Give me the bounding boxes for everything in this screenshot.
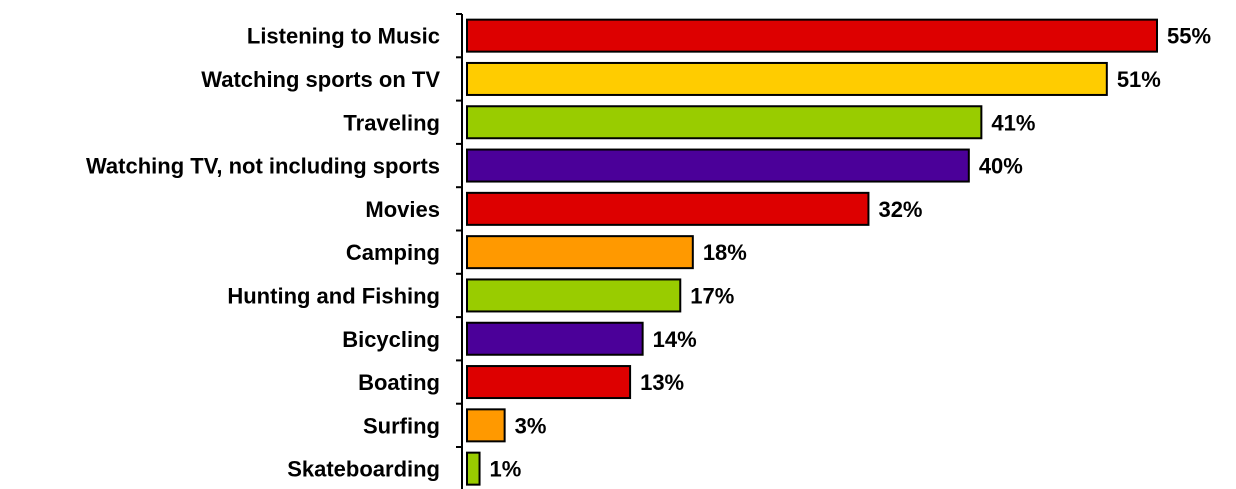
bar-watching-sports-on-tv <box>467 63 1107 95</box>
value-label-movies: 32% <box>878 197 922 222</box>
category-label-movies: Movies <box>365 197 440 222</box>
category-label-watching-sports-on-tv: Watching sports on TV <box>201 67 440 92</box>
category-label-surfing: Surfing <box>363 413 440 438</box>
category-label-camping: Camping <box>346 240 440 265</box>
category-label-bicycling: Bicycling <box>342 327 440 352</box>
bar-hunting-and-fishing <box>467 279 680 311</box>
bar-surfing <box>467 409 505 441</box>
value-label-boating: 13% <box>640 370 684 395</box>
value-label-camping: 18% <box>703 240 747 265</box>
value-label-surfing: 3% <box>515 413 547 438</box>
value-label-watching-tv-not-including-sports: 40% <box>979 154 1023 179</box>
value-label-listening-to-music: 55% <box>1167 24 1211 49</box>
value-label-skateboarding: 1% <box>490 457 522 482</box>
axis-group <box>456 14 462 489</box>
bar-listening-to-music <box>467 20 1157 52</box>
category-label-hunting-and-fishing: Hunting and Fishing <box>227 283 440 308</box>
value-label-hunting-and-fishing: 17% <box>690 283 734 308</box>
bar-watching-tv-not-including-sports <box>467 150 969 182</box>
category-label-skateboarding: Skateboarding <box>287 457 440 482</box>
bar-boating <box>467 366 630 398</box>
category-label-listening-to-music: Listening to Music <box>247 24 440 49</box>
value-label-traveling: 41% <box>991 110 1035 135</box>
bar-traveling <box>467 106 981 138</box>
value-label-watching-sports-on-tv: 51% <box>1117 67 1161 92</box>
category-labels-group: Listening to Music Watching sports on TV T… <box>86 24 440 482</box>
category-label-boating: Boating <box>358 370 440 395</box>
bar-camping <box>467 236 693 268</box>
bars-group <box>467 20 1157 485</box>
bar-bicycling <box>467 323 643 355</box>
value-label-bicycling: 14% <box>653 327 697 352</box>
bar-skateboarding <box>467 453 480 485</box>
category-label-watching-tv-not-including-sports: Watching TV, not including sports <box>86 154 440 179</box>
bar-movies <box>467 193 868 225</box>
category-label-traveling: Traveling <box>343 110 440 135</box>
